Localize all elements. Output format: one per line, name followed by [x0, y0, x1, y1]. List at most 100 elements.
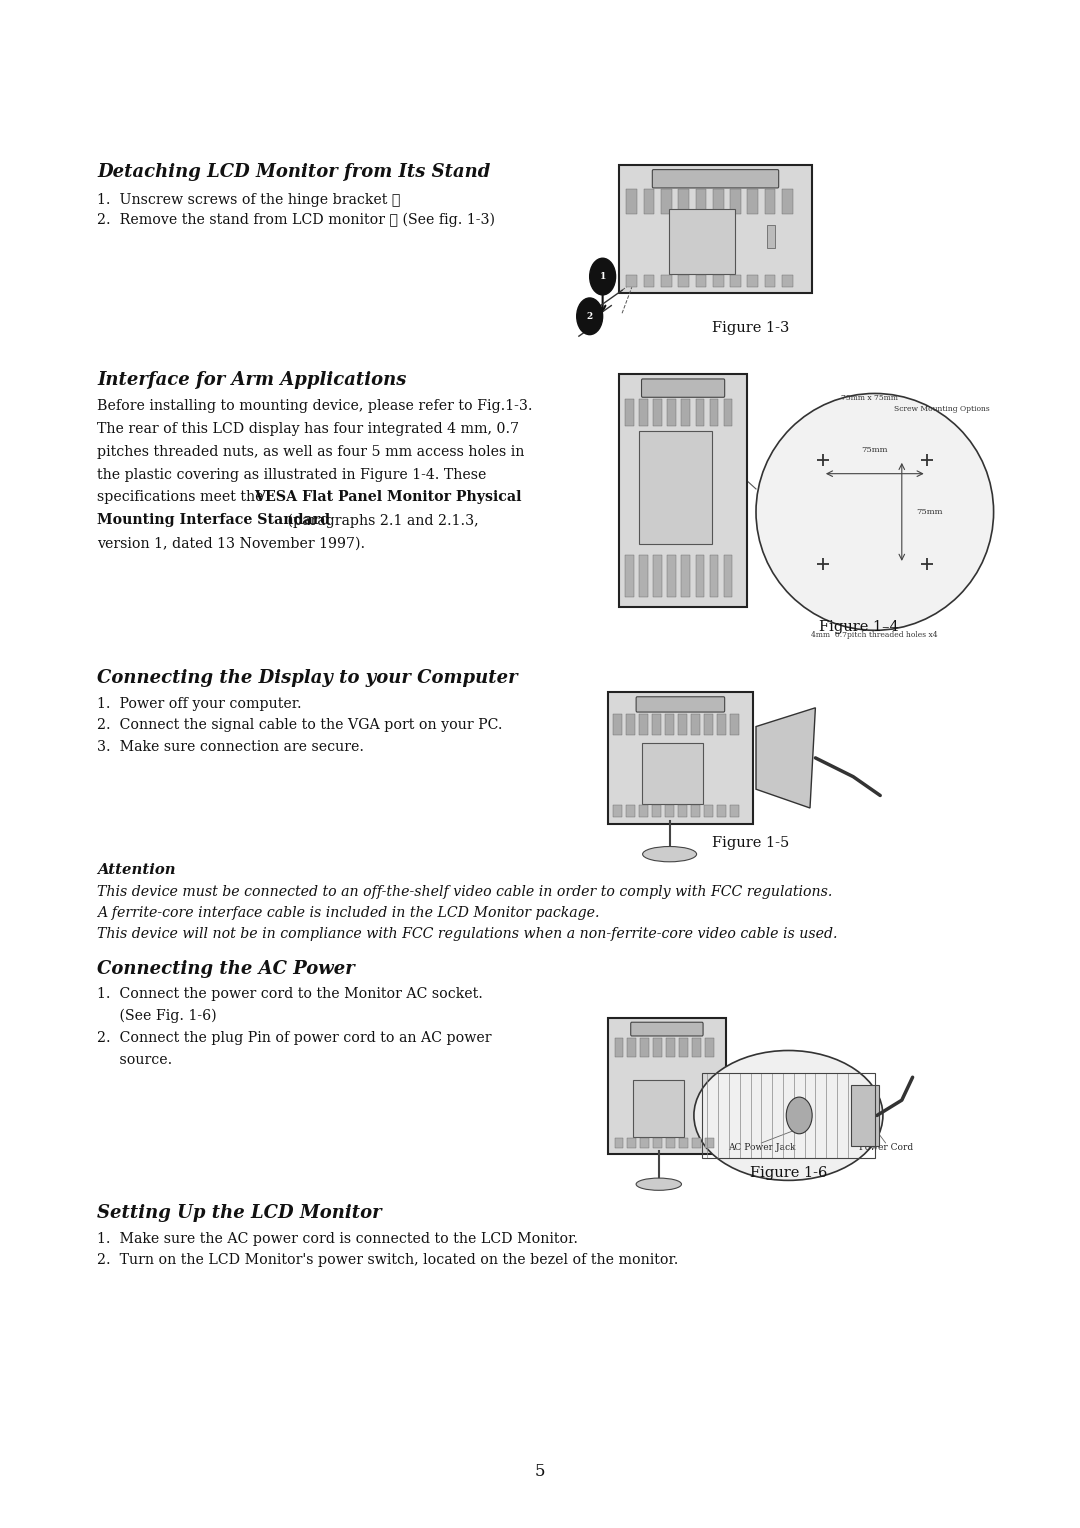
Text: 75mm x 75mm: 75mm x 75mm [841, 394, 897, 402]
Text: (See Fig. 1-6): (See Fig. 1-6) [97, 1008, 217, 1022]
Text: 2: 2 [586, 312, 593, 321]
Text: Connecting the AC Power: Connecting the AC Power [97, 960, 355, 978]
Bar [666, 1138, 675, 1148]
Bar [644, 189, 654, 214]
Text: Screw Mounting Options: Screw Mounting Options [894, 405, 990, 413]
Bar [640, 1038, 649, 1057]
Bar [615, 1138, 623, 1148]
Ellipse shape [636, 1178, 681, 1190]
Bar [747, 189, 758, 214]
Text: Setting Up the LCD Monitor: Setting Up the LCD Monitor [97, 1204, 382, 1222]
Text: 1: 1 [599, 272, 606, 281]
Bar [626, 275, 637, 287]
Ellipse shape [756, 393, 994, 630]
Bar [710, 555, 718, 597]
Text: Figure 1-3: Figure 1-3 [712, 321, 789, 335]
Bar [666, 1038, 675, 1057]
FancyBboxPatch shape [642, 743, 703, 804]
Text: 75mm: 75mm [916, 507, 943, 516]
Text: The rear of this LCD display has four integrated 4 mm, 0.7: The rear of this LCD display has four in… [97, 422, 519, 435]
Text: Interface for Arm Applications: Interface for Arm Applications [97, 371, 406, 390]
Text: Before installing to mounting device, please refer to Fig.1-3.: Before installing to mounting device, pl… [97, 399, 532, 413]
Bar [730, 805, 739, 817]
Text: 1.  Connect the power cord to the Monitor AC socket.: 1. Connect the power cord to the Monitor… [97, 987, 483, 1001]
FancyBboxPatch shape [652, 170, 779, 188]
Text: (paragraphs 2.1 and 2.1.3,: (paragraphs 2.1 and 2.1.3, [283, 513, 478, 527]
Text: This device will not be in compliance with FCC regulations when a non-ferrite-co: This device will not be in compliance wi… [97, 927, 838, 941]
Bar [692, 1138, 701, 1148]
Bar [696, 189, 706, 214]
Bar [613, 805, 622, 817]
Bar [747, 275, 758, 287]
Text: pitches threaded nuts, as well as four 5 mm access holes in: pitches threaded nuts, as well as four 5… [97, 445, 525, 458]
Bar [667, 399, 676, 426]
Bar [626, 805, 635, 817]
FancyBboxPatch shape [608, 692, 753, 824]
FancyBboxPatch shape [669, 209, 735, 274]
Bar [713, 189, 724, 214]
Bar [661, 189, 672, 214]
Bar [681, 399, 690, 426]
Text: A ferrite-core interface cable is included in the LCD Monitor package.: A ferrite-core interface cable is includ… [97, 906, 599, 920]
Text: Mounting Interface Standard: Mounting Interface Standard [97, 513, 330, 527]
Bar [696, 555, 704, 597]
Text: Power Cord: Power Cord [859, 1143, 913, 1152]
Bar [691, 805, 700, 817]
Text: 2.  Remove the stand from LCD monitor ❷ (See fig. 1-3): 2. Remove the stand from LCD monitor ❷ (… [97, 212, 496, 226]
Bar [767, 225, 775, 248]
Bar [652, 805, 661, 817]
FancyBboxPatch shape [633, 1080, 684, 1137]
Text: Figure 1–4: Figure 1–4 [819, 620, 899, 634]
Bar [713, 275, 724, 287]
Bar [705, 1038, 714, 1057]
Bar [653, 555, 662, 597]
Bar [724, 399, 732, 426]
Text: Figure 1-6: Figure 1-6 [750, 1166, 827, 1180]
Bar [627, 1138, 636, 1148]
Text: Detaching LCD Monitor from Its Stand: Detaching LCD Monitor from Its Stand [97, 163, 490, 182]
Bar [613, 714, 622, 735]
Ellipse shape [643, 847, 697, 862]
FancyBboxPatch shape [636, 697, 725, 712]
Bar [679, 1138, 688, 1148]
Text: 5: 5 [535, 1462, 545, 1481]
Bar [639, 714, 648, 735]
Bar [640, 1138, 649, 1148]
Bar [679, 1038, 688, 1057]
FancyBboxPatch shape [619, 374, 747, 607]
Bar [691, 714, 700, 735]
Text: This device must be connected to an off-the-shelf video cable in order to comply: This device must be connected to an off-… [97, 885, 833, 898]
Bar [653, 1038, 662, 1057]
Bar [626, 189, 637, 214]
Text: 2.  Turn on the LCD Monitor's power switch, located on the bezel of the monitor.: 2. Turn on the LCD Monitor's power switc… [97, 1253, 678, 1267]
Bar [692, 1038, 701, 1057]
Circle shape [590, 258, 616, 295]
Text: 1.  Unscrew screws of the hinge bracket ❶: 1. Unscrew screws of the hinge bracket ❶ [97, 193, 401, 206]
Bar [710, 399, 718, 426]
FancyBboxPatch shape [619, 165, 812, 293]
Bar [667, 555, 676, 597]
Text: 2.  Connect the signal cable to the VGA port on your PC.: 2. Connect the signal cable to the VGA p… [97, 718, 502, 732]
Text: 4mm  0.7pitch threaded holes x4: 4mm 0.7pitch threaded holes x4 [811, 631, 939, 639]
Bar [661, 275, 672, 287]
Bar [678, 805, 687, 817]
Bar [665, 714, 674, 735]
Bar [678, 189, 689, 214]
Bar [704, 714, 713, 735]
FancyBboxPatch shape [631, 1022, 703, 1036]
Polygon shape [756, 707, 815, 808]
FancyBboxPatch shape [608, 1018, 726, 1154]
Bar [665, 805, 674, 817]
Circle shape [786, 1097, 812, 1134]
Bar [615, 1038, 623, 1057]
Bar [704, 805, 713, 817]
Circle shape [577, 298, 603, 335]
Bar [639, 399, 648, 426]
Bar [639, 805, 648, 817]
Text: Connecting the Display to your Computer: Connecting the Display to your Computer [97, 669, 517, 688]
Text: AC Power Jack: AC Power Jack [728, 1143, 795, 1152]
FancyBboxPatch shape [851, 1085, 879, 1146]
Bar [705, 1138, 714, 1148]
Bar [644, 275, 654, 287]
Bar [626, 714, 635, 735]
